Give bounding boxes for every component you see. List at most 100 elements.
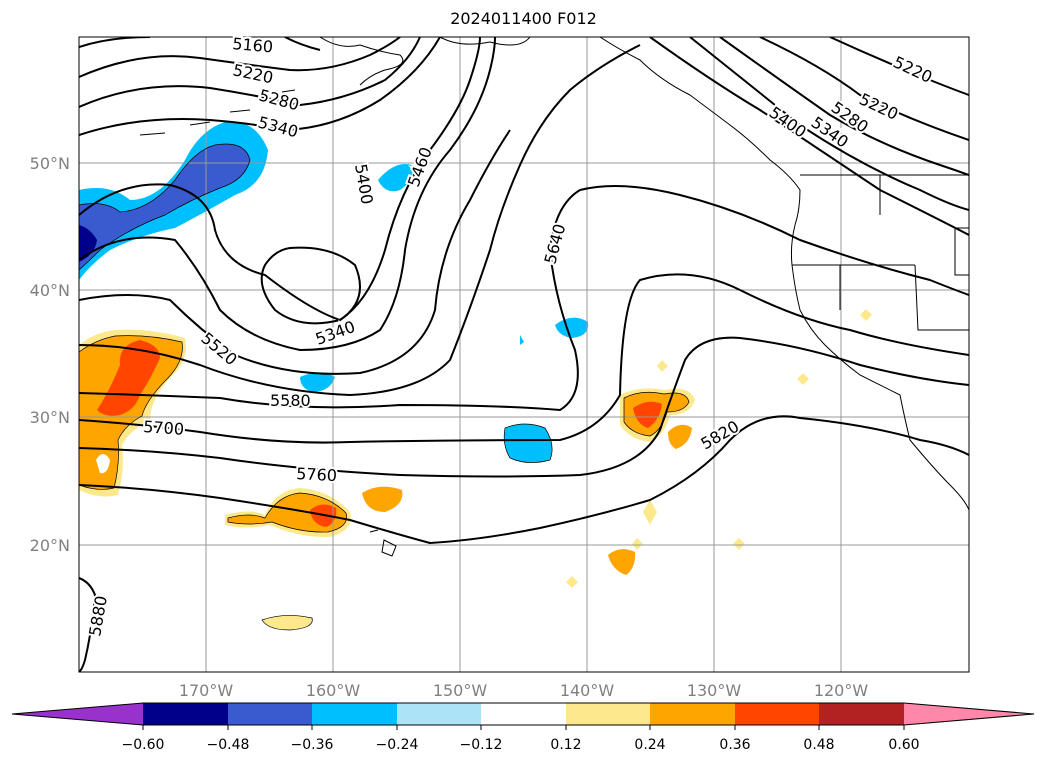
colorbar-segment: [819, 703, 904, 725]
lon-label: 170°W: [179, 681, 234, 700]
positive-anomaly-region: [657, 360, 668, 372]
colorbar-segment: [143, 703, 228, 725]
negative-anomaly-region: [79, 144, 250, 270]
positive-anomaly-region: [79, 335, 183, 490]
colorbar-tick-label: −0.60: [122, 737, 165, 753]
lon-label: 150°W: [433, 681, 488, 700]
contour-label: 5700: [143, 417, 185, 439]
colorbar-ticks: [142, 725, 905, 730]
contour-label: 5520: [197, 329, 240, 370]
lat-label: 40°N: [30, 281, 70, 300]
lon-label: 160°W: [306, 681, 361, 700]
lon-label: 140°W: [560, 681, 615, 700]
positive-anomaly-region: [860, 309, 872, 321]
positive-anomaly-region: [668, 424, 692, 449]
contour-label: 5640: [541, 222, 570, 266]
colorbar-tick-label: 0.12: [550, 737, 581, 753]
negative-anomaly-region: [520, 335, 524, 345]
colorbar-segment: [735, 703, 820, 725]
contour-label: 5220: [890, 52, 935, 86]
map-frame: [78, 36, 970, 673]
contour-5880: [79, 577, 97, 672]
negative-anomaly-region: [378, 164, 413, 192]
contour-label: 5400: [766, 103, 810, 142]
positive-anomaly-region: [733, 538, 745, 550]
colorbar: −0.60 −0.48 −0.36 −0.24 −0.12 0.12 0.24 …: [11, 702, 1035, 753]
positive-anomaly-region: [608, 549, 636, 575]
height-contours: [79, 37, 969, 672]
colorbar-tick-label: 0.60: [888, 737, 919, 753]
contour-5340: [79, 37, 441, 136]
contour-label: 5880: [85, 594, 111, 637]
positive-anomaly-region: [632, 538, 643, 550]
contour-5280-east: [719, 37, 969, 176]
negative-anomaly-region: [300, 372, 335, 392]
alaska-coastline: [319, 37, 531, 86]
positive-anomaly-region: [96, 454, 110, 474]
contour-label: 5820: [698, 417, 743, 454]
contour-5400-east: [649, 37, 969, 236]
contour-5760: [79, 336, 969, 478]
negative-anomaly-region: [504, 424, 553, 463]
lat-label: 50°N: [30, 154, 70, 173]
contour-5340-loop: [260, 246, 361, 325]
contour-5700: [79, 273, 969, 444]
colorbar-extend-right: [904, 703, 1034, 725]
colorbar-segment: [566, 703, 651, 725]
colorbar-tick-labels: −0.60 −0.48 −0.36 −0.24 −0.12 0.12 0.24 …: [122, 737, 920, 753]
colorbar-extend-left: [12, 703, 143, 725]
contour-5160: [79, 37, 151, 48]
positive-anomaly-region: [633, 401, 662, 428]
contour-5160: [284, 37, 321, 51]
contour-5280: [79, 37, 421, 108]
contour-5460: [79, 37, 496, 352]
negative-anomaly-region: [79, 225, 97, 262]
map-area: [79, 37, 969, 672]
positive-anomaly-region: [362, 486, 403, 512]
lon-label: 120°W: [814, 681, 869, 700]
contour-label: 5160: [232, 34, 274, 56]
colorbar-segment: [650, 703, 735, 725]
hawaii-islands: [369, 529, 397, 557]
state-borders: [792, 174, 969, 331]
colorbar-tick-label: 0.36: [719, 737, 750, 753]
positive-anomaly-region: [797, 373, 809, 385]
colorbar-tick-label: −0.12: [460, 737, 503, 753]
contour-5220-east2: [759, 37, 969, 141]
lon-label: 130°W: [687, 681, 742, 700]
colorbar-tick-label: −0.24: [376, 737, 419, 753]
colorbar-tick-label: −0.48: [207, 737, 250, 753]
contour-label: 5760: [296, 464, 338, 485]
colorbar-tick-label: −0.36: [291, 737, 334, 753]
contour-label: 5340: [256, 113, 300, 142]
graticule: [79, 37, 969, 672]
contour-labels: 5160 5220 5280 5340 5400 5460 5340 5520 …: [83, 32, 937, 640]
contour-5220-east: [829, 37, 969, 96]
contour-5640: [79, 185, 969, 412]
map-title: 2024011400 F012: [450, 9, 597, 28]
contour-5220: [79, 37, 401, 78]
colorbar-segment: [397, 703, 482, 725]
contour-label: 5580: [270, 391, 311, 410]
contour-label: 5400: [351, 162, 377, 205]
colorbar-segment: [312, 703, 397, 725]
lat-label: 30°N: [30, 408, 70, 427]
colorbar-tick-label: 0.24: [634, 737, 665, 753]
contour-5520: [79, 129, 511, 375]
contour-5820: [79, 415, 969, 545]
positive-anomaly-region: [566, 576, 578, 588]
positive-anomaly-region: [643, 500, 657, 525]
aleutian-islands: [139, 89, 296, 136]
colorbar-tick-label: 0.48: [803, 737, 834, 753]
contour-5580: [79, 44, 641, 397]
colorbar-segment: [481, 703, 566, 725]
contour-5340-east: [689, 37, 969, 211]
lat-label: 20°N: [30, 536, 70, 555]
canada-coastline: [599, 37, 801, 226]
positive-anomaly-region: [97, 340, 160, 416]
colorbar-segment: [228, 703, 313, 725]
negative-anomaly-region: [555, 317, 589, 338]
us-west-coastline: [790, 224, 969, 511]
axis-labels: 50°N 40°N 30°N 20°N 170°W 160°W 150°W 14…: [30, 154, 869, 700]
